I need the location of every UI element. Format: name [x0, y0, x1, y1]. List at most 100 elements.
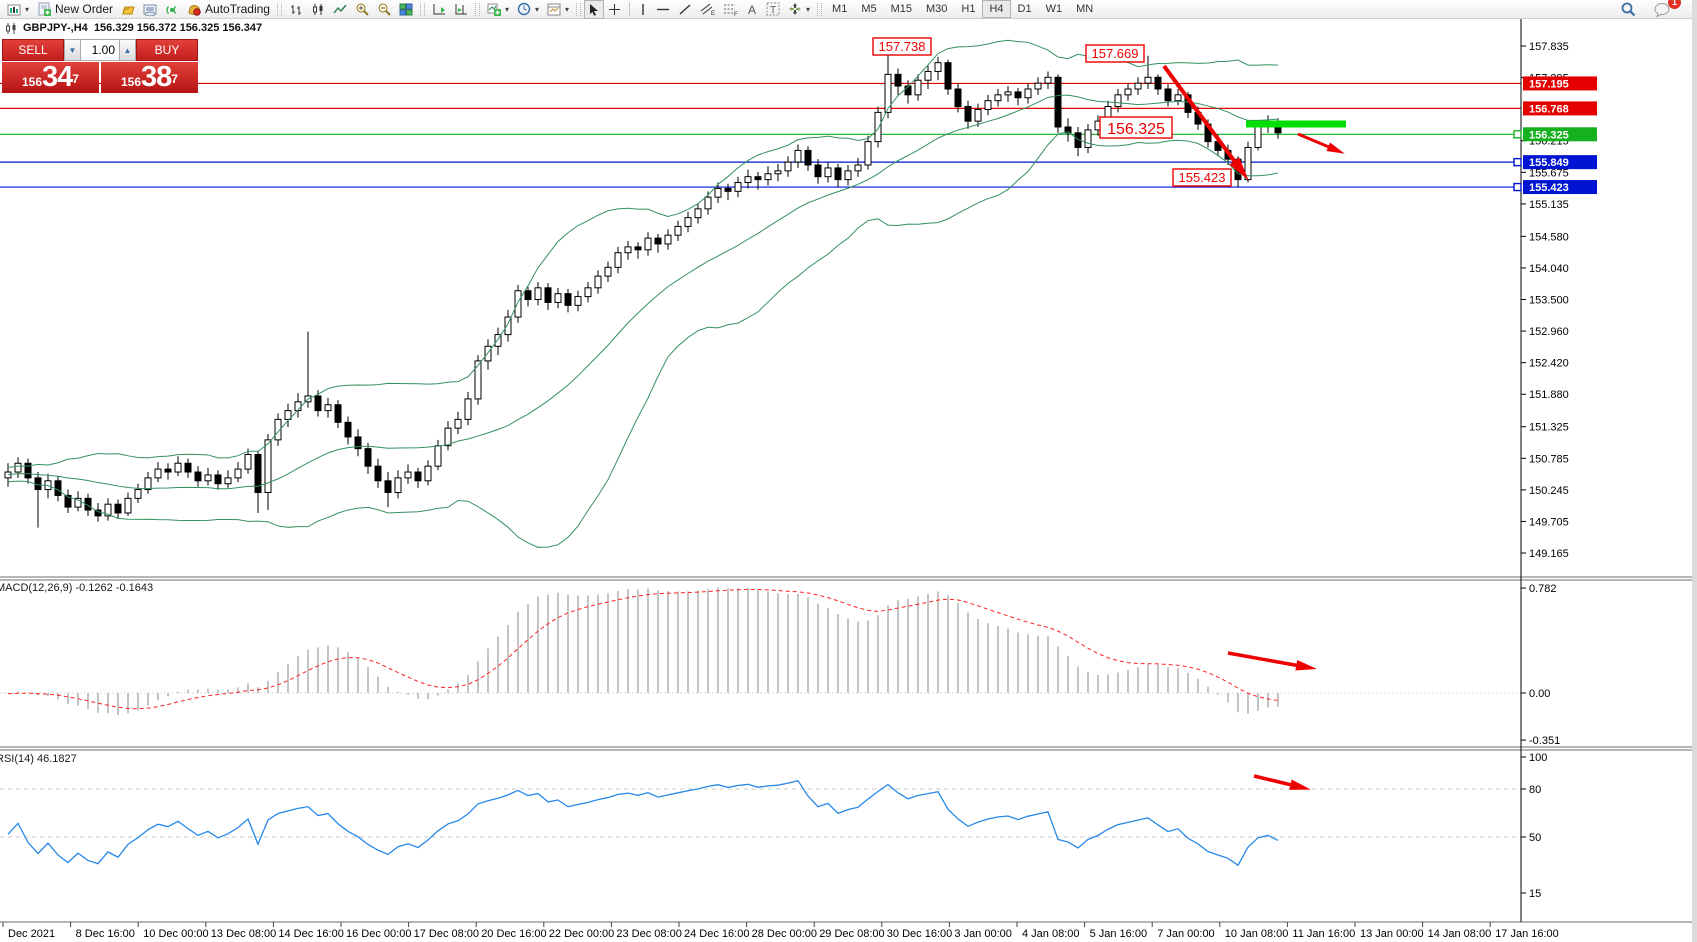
svg-text:13 Jan 00:00: 13 Jan 00:00	[1360, 928, 1424, 940]
timeframe-button-m1[interactable]: M1	[832, 3, 848, 15]
svg-text:152.960: 152.960	[1529, 326, 1569, 338]
svg-text:156.325: 156.325	[1529, 129, 1569, 141]
profiles-icon	[122, 6, 135, 14]
svg-text:17 Dec 08:00: 17 Dec 08:00	[414, 928, 479, 940]
cursor-icon	[590, 3, 599, 16]
timeframe-button-mn[interactable]: MN	[1076, 3, 1094, 15]
new-chart-button[interactable]: ▾	[3, 0, 33, 19]
arrows-tool-button[interactable]: ▾	[784, 0, 814, 19]
svg-text:8 Dec 16:00: 8 Dec 16:00	[76, 928, 135, 940]
signals-button[interactable]	[161, 0, 183, 19]
trendline-tool-button[interactable]	[674, 0, 696, 19]
sell-price-point: 7	[72, 72, 79, 86]
text-tool-button[interactable]: A	[742, 0, 762, 19]
hline-tool-button[interactable]	[652, 0, 674, 19]
svg-text:153.500: 153.500	[1529, 295, 1569, 307]
templates-icon	[547, 3, 561, 15]
chevron-down-icon: ▾	[806, 4, 811, 14]
volume-decrease-button[interactable]: ▼	[64, 39, 81, 61]
ohlc-values: 156.329 156.372 156.325 156.347	[93, 22, 263, 34]
timeframe-button-h4[interactable]: H4	[982, 0, 1011, 18]
chevron-down-icon: ▾	[565, 4, 570, 14]
sell-button[interactable]: SELL	[2, 39, 64, 61]
svg-text:30 Dec 16:00: 30 Dec 16:00	[887, 928, 952, 940]
timeframe-button-m5[interactable]: M5	[861, 3, 877, 15]
buy-price-display[interactable]: 156 38 7	[101, 62, 198, 93]
svg-text:155.423: 155.423	[1179, 170, 1226, 185]
svg-text:15: 15	[1529, 888, 1541, 900]
axes-layer: 157.835157.295156.215155.675155.135154.5…	[0, 19, 1692, 940]
templates-button[interactable]: ▾	[543, 0, 573, 19]
search-icon	[1621, 2, 1636, 17]
data-window-icon	[143, 4, 157, 16]
svg-text:Dec 2021: Dec 2021	[8, 928, 55, 940]
line-chart-button[interactable]	[329, 0, 351, 19]
volume-increase-button[interactable]: ▲	[119, 39, 136, 61]
zoom-in-icon	[356, 3, 369, 16]
search-button[interactable]	[1616, 0, 1640, 19]
svg-text:3 Jan 00:00: 3 Jan 00:00	[954, 928, 1012, 940]
bar-chart-button[interactable]	[285, 0, 307, 19]
trendline-icon	[679, 3, 691, 15]
channel-tool-button[interactable]: E	[696, 0, 719, 19]
text-label-tool-button[interactable]: T	[762, 0, 784, 19]
svg-text:E: E	[711, 11, 715, 16]
sell-price-whole: 156	[22, 75, 43, 89]
signals-icon	[166, 5, 177, 14]
zoom-out-icon	[378, 3, 391, 16]
timeframe-button-w1[interactable]: W1	[1045, 3, 1063, 15]
timeframe-button-d1[interactable]: D1	[1017, 3, 1032, 15]
notifications-button[interactable]: 1	[1650, 0, 1681, 19]
new-order-icon	[38, 2, 52, 16]
svg-text:T: T	[770, 5, 776, 16]
crosshair-tool-button[interactable]	[604, 0, 625, 19]
auto-arrange-button[interactable]	[428, 0, 450, 19]
buy-button[interactable]: BUY	[136, 39, 198, 61]
svg-text:50: 50	[1529, 832, 1541, 844]
svg-text:157.738: 157.738	[879, 39, 926, 54]
vertical-line-icon	[642, 3, 644, 15]
timeframe-button-m15[interactable]: M15	[890, 3, 912, 15]
cursor-tool-button[interactable]	[584, 0, 605, 19]
bar-chart-icon	[290, 4, 301, 15]
sell-price-pips: 34	[42, 61, 73, 93]
svg-text:151.325: 151.325	[1529, 422, 1569, 434]
annotations-layer: 157.738 157.669 156.325 155.423	[872, 37, 1346, 790]
fibonacci-icon: F	[724, 4, 738, 16]
vline-tool-button[interactable]	[634, 0, 652, 19]
periods-button[interactable]: ▾	[513, 0, 543, 19]
svg-text:16 Dec 00:00: 16 Dec 00:00	[346, 928, 411, 940]
zoom-out-button[interactable]	[373, 0, 395, 19]
zoom-in-button[interactable]	[351, 0, 373, 19]
auto-arrange-icon	[433, 3, 445, 14]
candle-chart-button[interactable]	[307, 0, 329, 19]
autotrading-button[interactable]: AutoTrading	[183, 0, 274, 19]
timeframe-button-m30[interactable]: M30	[926, 3, 948, 15]
svg-text:149.705: 149.705	[1529, 516, 1569, 528]
svg-text:22 Dec 00:00: 22 Dec 00:00	[549, 928, 614, 940]
new-chart-icon	[7, 4, 21, 15]
svg-text:14 Jan 08:00: 14 Jan 08:00	[1428, 928, 1492, 940]
toolbar-grip	[474, 2, 480, 16]
chat-bubble-icon	[1654, 2, 1670, 17]
svg-text:150.245: 150.245	[1529, 485, 1569, 497]
volume-input[interactable]	[81, 39, 119, 61]
data-window-button[interactable]	[139, 0, 161, 19]
new-order-button[interactable]: New Order	[33, 0, 117, 19]
add-indicator-button[interactable]: ▾	[483, 0, 513, 19]
toolbar-grip	[276, 2, 282, 16]
svg-text:157.835: 157.835	[1529, 41, 1569, 53]
new-order-label: New Order	[55, 2, 114, 16]
sell-price-display[interactable]: 156 34 7	[2, 62, 99, 93]
tile-windows-button[interactable]	[395, 0, 417, 19]
symbol-label: GBPJPY-,H4	[23, 22, 88, 34]
chevron-down-icon: ▾	[504, 4, 509, 14]
svg-text:154.040: 154.040	[1529, 263, 1569, 275]
fibonacci-tool-button[interactable]: F	[719, 0, 742, 19]
profiles-button[interactable]	[117, 0, 139, 19]
svg-text:28 Dec 00:00: 28 Dec 00:00	[752, 928, 817, 940]
timeframe-button-h1[interactable]: H1	[961, 3, 976, 15]
chart-shift-button[interactable]	[450, 0, 472, 19]
